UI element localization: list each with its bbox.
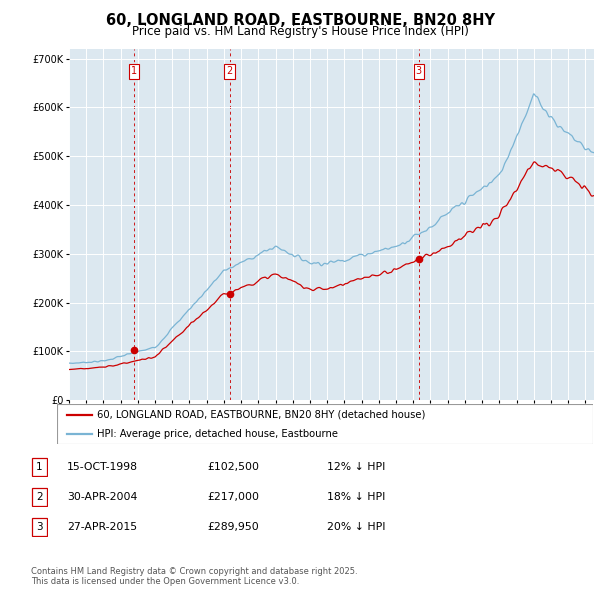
Text: 3: 3 [416,67,422,77]
Text: £217,000: £217,000 [207,493,259,502]
Text: HPI: Average price, detached house, Eastbourne: HPI: Average price, detached house, East… [97,430,338,439]
Text: Price paid vs. HM Land Registry's House Price Index (HPI): Price paid vs. HM Land Registry's House … [131,25,469,38]
Text: 15-OCT-1998: 15-OCT-1998 [67,463,138,472]
Text: £289,950: £289,950 [207,523,259,532]
Text: £102,500: £102,500 [207,463,259,472]
Text: 18% ↓ HPI: 18% ↓ HPI [327,493,385,502]
Text: 2: 2 [36,493,43,502]
Text: 60, LONGLAND ROAD, EASTBOURNE, BN20 8HY: 60, LONGLAND ROAD, EASTBOURNE, BN20 8HY [106,13,494,28]
Text: 12% ↓ HPI: 12% ↓ HPI [327,463,385,472]
Text: Contains HM Land Registry data © Crown copyright and database right 2025.: Contains HM Land Registry data © Crown c… [31,566,358,576]
Text: 30-APR-2004: 30-APR-2004 [67,493,137,502]
Text: 1: 1 [131,67,137,77]
Text: 27-APR-2015: 27-APR-2015 [67,523,137,532]
Text: 2: 2 [226,67,233,77]
Text: This data is licensed under the Open Government Licence v3.0.: This data is licensed under the Open Gov… [31,576,299,586]
Text: 60, LONGLAND ROAD, EASTBOURNE, BN20 8HY (detached house): 60, LONGLAND ROAD, EASTBOURNE, BN20 8HY … [97,409,425,419]
Text: 1: 1 [36,463,43,472]
Text: 3: 3 [36,523,43,532]
Text: 20% ↓ HPI: 20% ↓ HPI [327,523,386,532]
